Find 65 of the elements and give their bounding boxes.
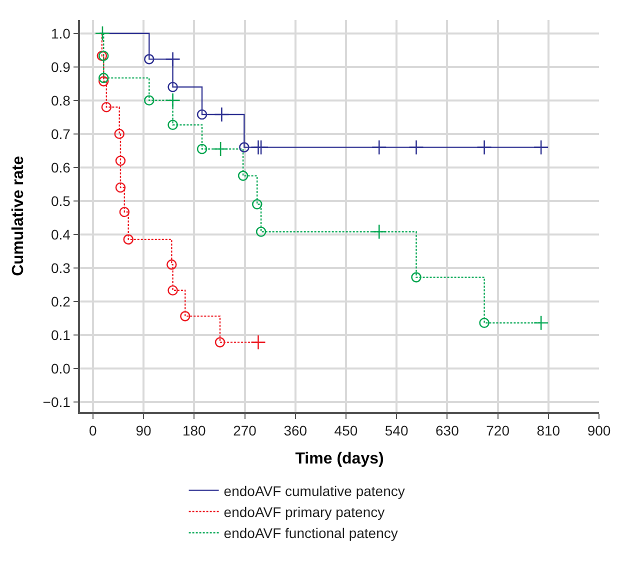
y-tick-label: 0.2: [50, 293, 71, 310]
point: [119, 206, 130, 218]
point: [212, 141, 228, 157]
point: [476, 140, 492, 155]
y-tick-label: 0.9: [50, 58, 71, 75]
x-tick-label: 810: [536, 422, 560, 439]
point: [168, 285, 178, 296]
y-tick-label: 0.3: [50, 260, 71, 276]
point: [250, 334, 266, 350]
y-tick-label: 0.6: [50, 159, 71, 176]
x-tick-label: 360: [284, 422, 308, 439]
point: [239, 142, 250, 152]
y-tick-label: 1.0: [50, 25, 71, 42]
x-tick-label: 90: [136, 422, 152, 439]
point: [123, 234, 134, 245]
point: [408, 140, 424, 155]
point: [98, 72, 109, 84]
point: [253, 140, 269, 155]
legend-label: endoAVF primary patency: [224, 504, 385, 520]
point: [166, 259, 177, 270]
point: [165, 52, 180, 67]
point: [533, 140, 549, 155]
point: [196, 109, 208, 120]
y-tick-label: 0.5: [50, 192, 71, 209]
point: [94, 26, 110, 42]
x-tick-label: 180: [182, 422, 206, 439]
point: [256, 226, 266, 237]
x-tick-label: 630: [436, 422, 460, 439]
point: [252, 199, 262, 210]
y-tick-label: −0.1: [42, 394, 71, 410]
x-tick-label: 450: [334, 422, 358, 439]
point: [238, 170, 248, 181]
point: [371, 140, 387, 155]
point: [115, 156, 126, 166]
x-tick-label: 540: [384, 422, 408, 439]
point: [479, 318, 490, 328]
point: [168, 120, 178, 130]
x-tick-label: 720: [486, 422, 510, 439]
point: [114, 128, 125, 140]
point: [533, 315, 549, 331]
legend-label: endoAVF functional patency: [224, 525, 398, 542]
y-tick-label: 0.1: [50, 326, 71, 343]
point: [144, 95, 154, 106]
point: [371, 224, 387, 240]
y-tick-label: 0.8: [50, 92, 71, 108]
point: [214, 106, 230, 122]
point: [98, 76, 109, 86]
y-tick-label: 0.0: [50, 360, 71, 376]
point: [165, 92, 180, 108]
y-tick-label: 0.7: [50, 126, 71, 142]
y-tick-label: 0.4: [50, 226, 71, 242]
x-tick-label: 270: [233, 422, 257, 439]
point: [115, 182, 126, 193]
point: [411, 272, 422, 282]
x-tick-label: 900: [587, 422, 611, 439]
point: [180, 311, 190, 322]
point: [168, 82, 178, 92]
point: [214, 337, 226, 348]
point: [196, 144, 208, 154]
point: [101, 102, 112, 112]
x-axis-title: Time (days): [295, 450, 384, 468]
y-axis-title: Cumulative rate: [10, 156, 28, 276]
legend-label: endoAVF cumulative patency: [224, 482, 405, 499]
point: [144, 54, 154, 64]
x-tick-label: 0: [89, 422, 98, 439]
